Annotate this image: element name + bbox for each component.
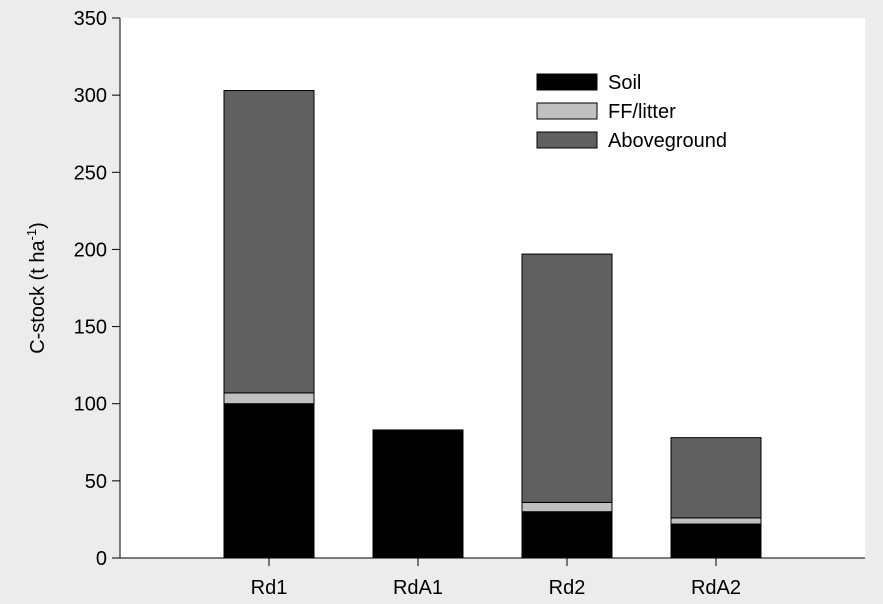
bar-segment [521, 253, 613, 503]
legend-label: FF/litter [608, 101, 676, 123]
bar-segment [521, 501, 613, 513]
y-tick-label: 350 [74, 8, 107, 30]
x-ticks-group: Rd1 RdA1 Rd2 RdA2 [251, 558, 741, 599]
bar-segment [223, 90, 315, 394]
bar-segment [372, 429, 464, 559]
bar-segment [670, 517, 762, 525]
y-ticks-group: 0 50 100 150 200 250 300 350 [74, 8, 120, 570]
x-tick-label: Rd1 [251, 577, 288, 599]
bars-group [223, 90, 762, 559]
bar-segment [670, 437, 762, 519]
bar-segment [670, 523, 762, 559]
y-tick-label: 200 [74, 239, 107, 261]
bar-segment [223, 392, 315, 405]
y-axis-label: C-stock (t ha-1) [24, 222, 49, 354]
y-axis-label-close: ) [27, 222, 49, 229]
legend-label: Aboveground [608, 130, 727, 152]
y-tick-label: 300 [74, 85, 107, 107]
legend: Soil FF/litter Aboveground [536, 72, 727, 152]
x-tick-label: RdA2 [691, 577, 741, 599]
legend-swatch [536, 102, 598, 120]
bar-segment [521, 511, 613, 559]
legend-swatch [536, 73, 598, 91]
x-tick-label: RdA1 [393, 577, 443, 599]
y-tick-label: 100 [74, 394, 107, 416]
y-tick-label: 250 [74, 162, 107, 184]
y-axis-label-superscript: -1 [24, 229, 39, 241]
y-tick-label: 50 [85, 471, 107, 493]
y-tick-label: 150 [74, 317, 107, 339]
x-tick-label: Rd2 [549, 577, 586, 599]
bar-segment [223, 403, 315, 559]
y-tick-label: 0 [96, 548, 107, 570]
legend-label: Soil [608, 72, 641, 94]
legend-swatch [536, 131, 598, 149]
y-axis-label-main: C-stock (t ha [27, 240, 49, 354]
